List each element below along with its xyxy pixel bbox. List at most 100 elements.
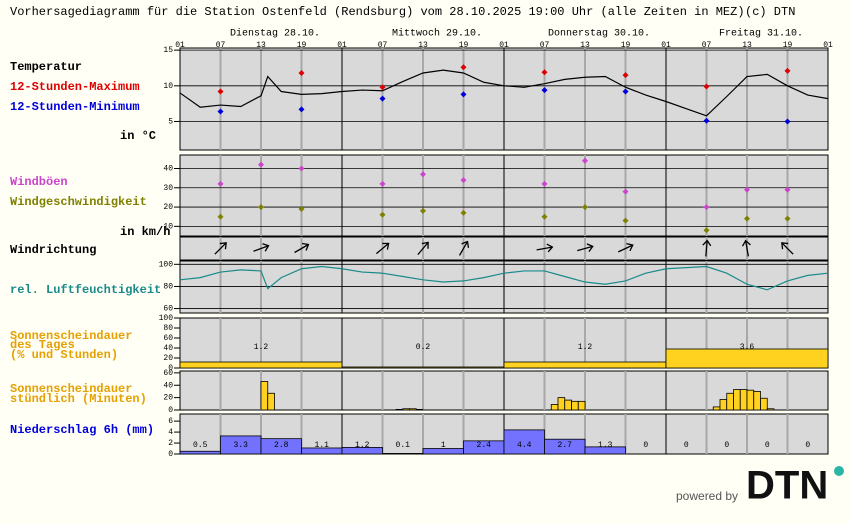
marker (420, 171, 426, 178)
bar (760, 397, 768, 411)
bar (409, 408, 417, 411)
arrow-shaft (617, 244, 634, 253)
data-label: 1.3 (598, 441, 613, 450)
arrow-head (781, 242, 789, 250)
arrow-head (702, 239, 712, 247)
marker (258, 204, 264, 211)
bar (733, 389, 741, 411)
marker (379, 84, 386, 91)
marker (784, 215, 791, 222)
panel-label: des Tages (10, 338, 75, 352)
marker (582, 157, 588, 164)
marker (541, 213, 548, 220)
data-label: 0 (724, 441, 729, 450)
marker (744, 215, 750, 222)
hour-label: 01 (661, 41, 671, 50)
bar (503, 361, 667, 369)
marker (541, 69, 548, 76)
y-tick-label: 60 (163, 369, 173, 378)
panel-label: Sonnenscheindauer (10, 382, 132, 396)
hour-label: 01 (337, 41, 347, 50)
marker (217, 108, 224, 115)
marker (784, 67, 791, 74)
legend-entry: Windgeschwindigkeit (10, 195, 147, 209)
data-label: 2.4 (477, 441, 492, 450)
y-tick-label: 2 (168, 439, 173, 448)
hour-label: 19 (297, 41, 307, 50)
powered-by: powered by (676, 489, 738, 503)
bar (665, 348, 829, 369)
bar (260, 438, 302, 455)
wind-arrow (253, 243, 270, 252)
marker (298, 206, 305, 212)
arrow-shaft (536, 246, 553, 251)
bar (766, 408, 775, 411)
day-label: Mittwoch 29.10. (392, 28, 482, 40)
bar (395, 408, 404, 411)
bar (557, 397, 566, 411)
hour-label: 13 (580, 41, 590, 50)
y-tick-label: 15 (163, 46, 173, 55)
marker (703, 117, 710, 124)
arrow-shaft (744, 240, 750, 257)
legend-entry: 12-Stunden-Maximum (10, 80, 140, 94)
line (179, 265, 829, 291)
hour-label: 13 (418, 41, 428, 50)
arrow-head (461, 240, 470, 248)
wind-arrow (781, 242, 794, 255)
arrow-shaft (577, 245, 593, 252)
hour-label: 07 (378, 41, 388, 50)
sun-hours-label: 3.6 (740, 343, 755, 352)
marker (703, 227, 710, 234)
sun-hours-label: 0.2 (416, 343, 431, 352)
sun-hours-label: 1.2 (254, 343, 269, 352)
data-label: 3.3 (234, 441, 249, 450)
arrow-shaft (375, 242, 390, 255)
marker (622, 217, 629, 224)
marker (784, 186, 791, 193)
marker (460, 177, 467, 184)
arrow-head (626, 242, 634, 252)
bar (550, 404, 559, 411)
wind-arrow (458, 240, 470, 256)
panel-label: Sonnenscheindauer (10, 329, 132, 343)
marker (460, 64, 467, 71)
wind-arrow (617, 242, 634, 253)
y-tick-label: 40 (163, 344, 173, 353)
unit-label: in °C (120, 129, 156, 143)
wind-arrow (294, 242, 310, 254)
marker (622, 188, 629, 195)
bar (719, 399, 728, 411)
bar (739, 389, 748, 411)
marker (460, 209, 467, 216)
hour-label: 19 (783, 41, 793, 50)
data-label: 0.5 (193, 441, 208, 450)
wind-arrow (702, 239, 712, 257)
bar (571, 400, 579, 411)
marker (703, 83, 710, 90)
bar (267, 392, 275, 411)
marker (217, 213, 224, 220)
y-tick-label: 60 (163, 305, 173, 314)
wind-arrow (577, 243, 594, 252)
y-tick-label: 20 (163, 354, 173, 363)
hour-label: 13 (742, 41, 752, 50)
arrow-head (546, 243, 554, 253)
y-tick-label: 10 (163, 222, 173, 231)
bar (753, 391, 761, 411)
arrow-head (219, 242, 227, 250)
arrow-head (262, 243, 270, 252)
bar (179, 361, 343, 369)
marker (703, 204, 710, 211)
y-tick-label: 0 (168, 364, 173, 373)
marker (258, 161, 264, 168)
bar (341, 447, 383, 455)
bar (260, 381, 269, 411)
marker (420, 207, 426, 214)
data-label: 0 (765, 441, 770, 450)
panel-label: Temperatur (10, 60, 82, 74)
arrow-shaft (417, 241, 429, 256)
day-label: Freitag 31.10. (719, 28, 803, 40)
marker (460, 91, 467, 98)
